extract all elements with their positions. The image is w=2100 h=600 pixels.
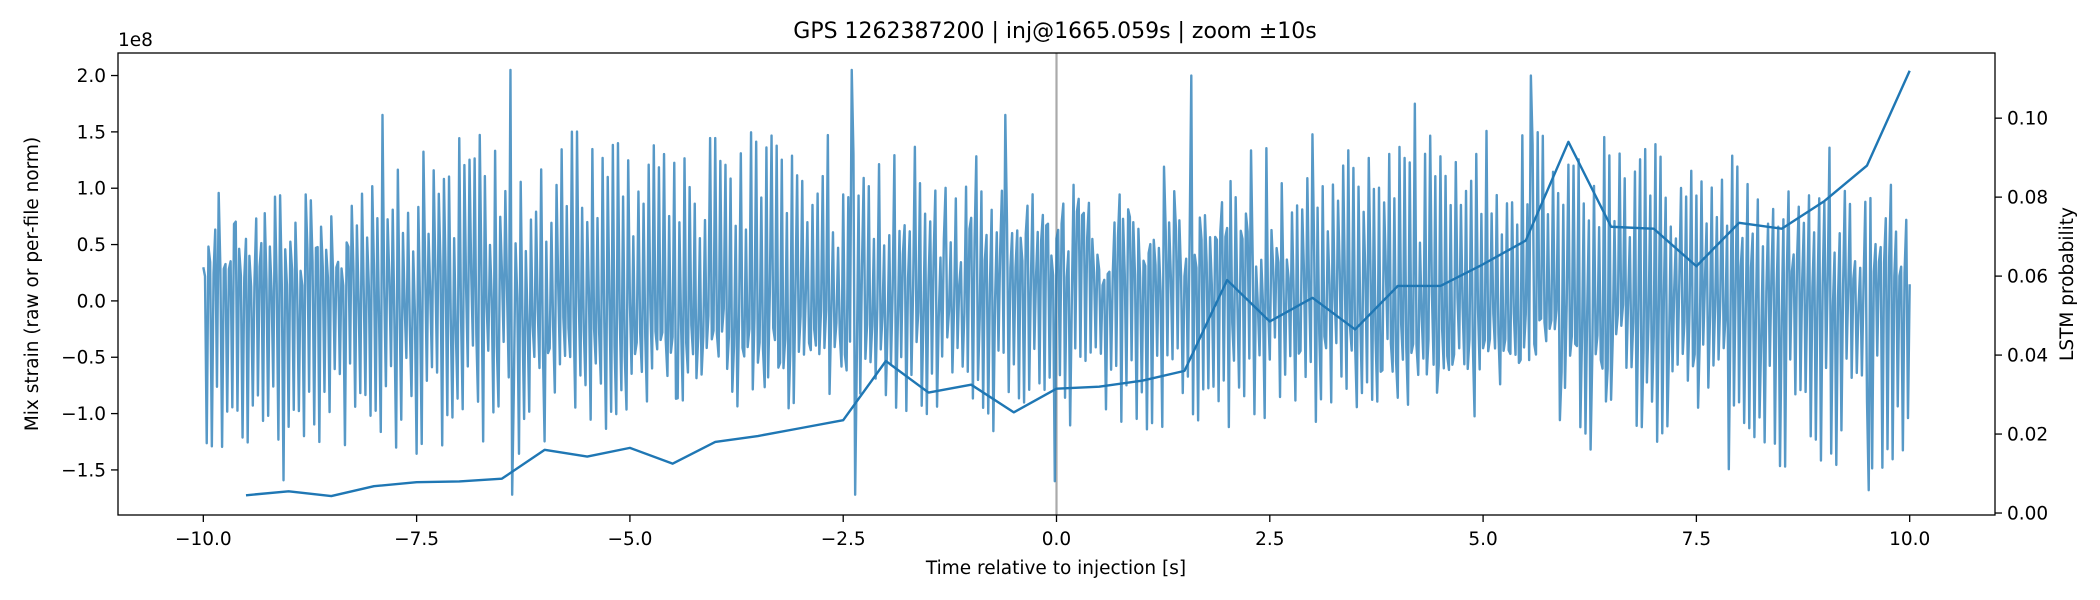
x-tick-label: −7.5: [394, 529, 439, 550]
left-axis-offset-label: 1e8: [118, 30, 153, 51]
right-axis: 0.00 0.02 0.04 0.06 0.08 0.10: [1995, 109, 2048, 525]
left-y-tick-label: 1.5: [77, 122, 106, 143]
x-tick-label: −10.0: [175, 529, 232, 550]
plot-area: [202, 53, 1911, 515]
left-y-tick-label: 0.0: [77, 291, 106, 312]
right-y-tick-label: 0.10: [2007, 109, 2048, 130]
left-y-tick-label: 2.0: [77, 66, 106, 87]
left-y-tick-label: 1.0: [77, 179, 106, 200]
left-y-tick-label: −1.5: [61, 460, 106, 481]
right-y-tick-label: 0.08: [2007, 188, 2048, 209]
x-tick-label: 10.0: [1889, 529, 1930, 550]
left-y-tick-label: 0.5: [77, 235, 106, 256]
x-axis: −10.0 −7.5 −5.0 −2.5 0.0 2.5 5.0 7.5 10.0: [175, 515, 1930, 550]
lstm-probability-series-line: [245, 70, 1911, 498]
right-y-tick-label: 0.00: [2007, 504, 2048, 525]
right-y-tick-label: 0.02: [2007, 425, 2048, 446]
right-y-axis-label: LSTM probability: [2057, 207, 2078, 361]
plot-frame: [117, 52, 1996, 516]
x-tick-label: 7.5: [1682, 529, 1711, 550]
left-y-axis-label: Mix strain (raw or per-file norm): [22, 137, 43, 431]
right-y-tick-label: 0.06: [2007, 267, 2048, 288]
left-y-tick-label: −0.5: [61, 348, 106, 369]
left-y-tick-label: −1.0: [61, 404, 106, 425]
x-tick-label: −5.0: [607, 529, 652, 550]
left-axis: −1.5 −1.0 −0.5 0.0 0.5 1.0 1.5 2.0: [61, 66, 118, 481]
chart-title: GPS 1262387200 | inj@1665.059s | zoom ±1…: [793, 19, 1316, 44]
right-y-tick-label: 0.04: [2007, 346, 2048, 367]
x-tick-label: 5.0: [1468, 529, 1497, 550]
x-tick-label: 0.0: [1042, 529, 1071, 550]
x-axis-label: Time relative to injection [s]: [925, 558, 1186, 579]
x-tick-label: 2.5: [1255, 529, 1284, 550]
x-tick-label: −2.5: [821, 529, 866, 550]
strain-series-line: [202, 68, 1911, 496]
